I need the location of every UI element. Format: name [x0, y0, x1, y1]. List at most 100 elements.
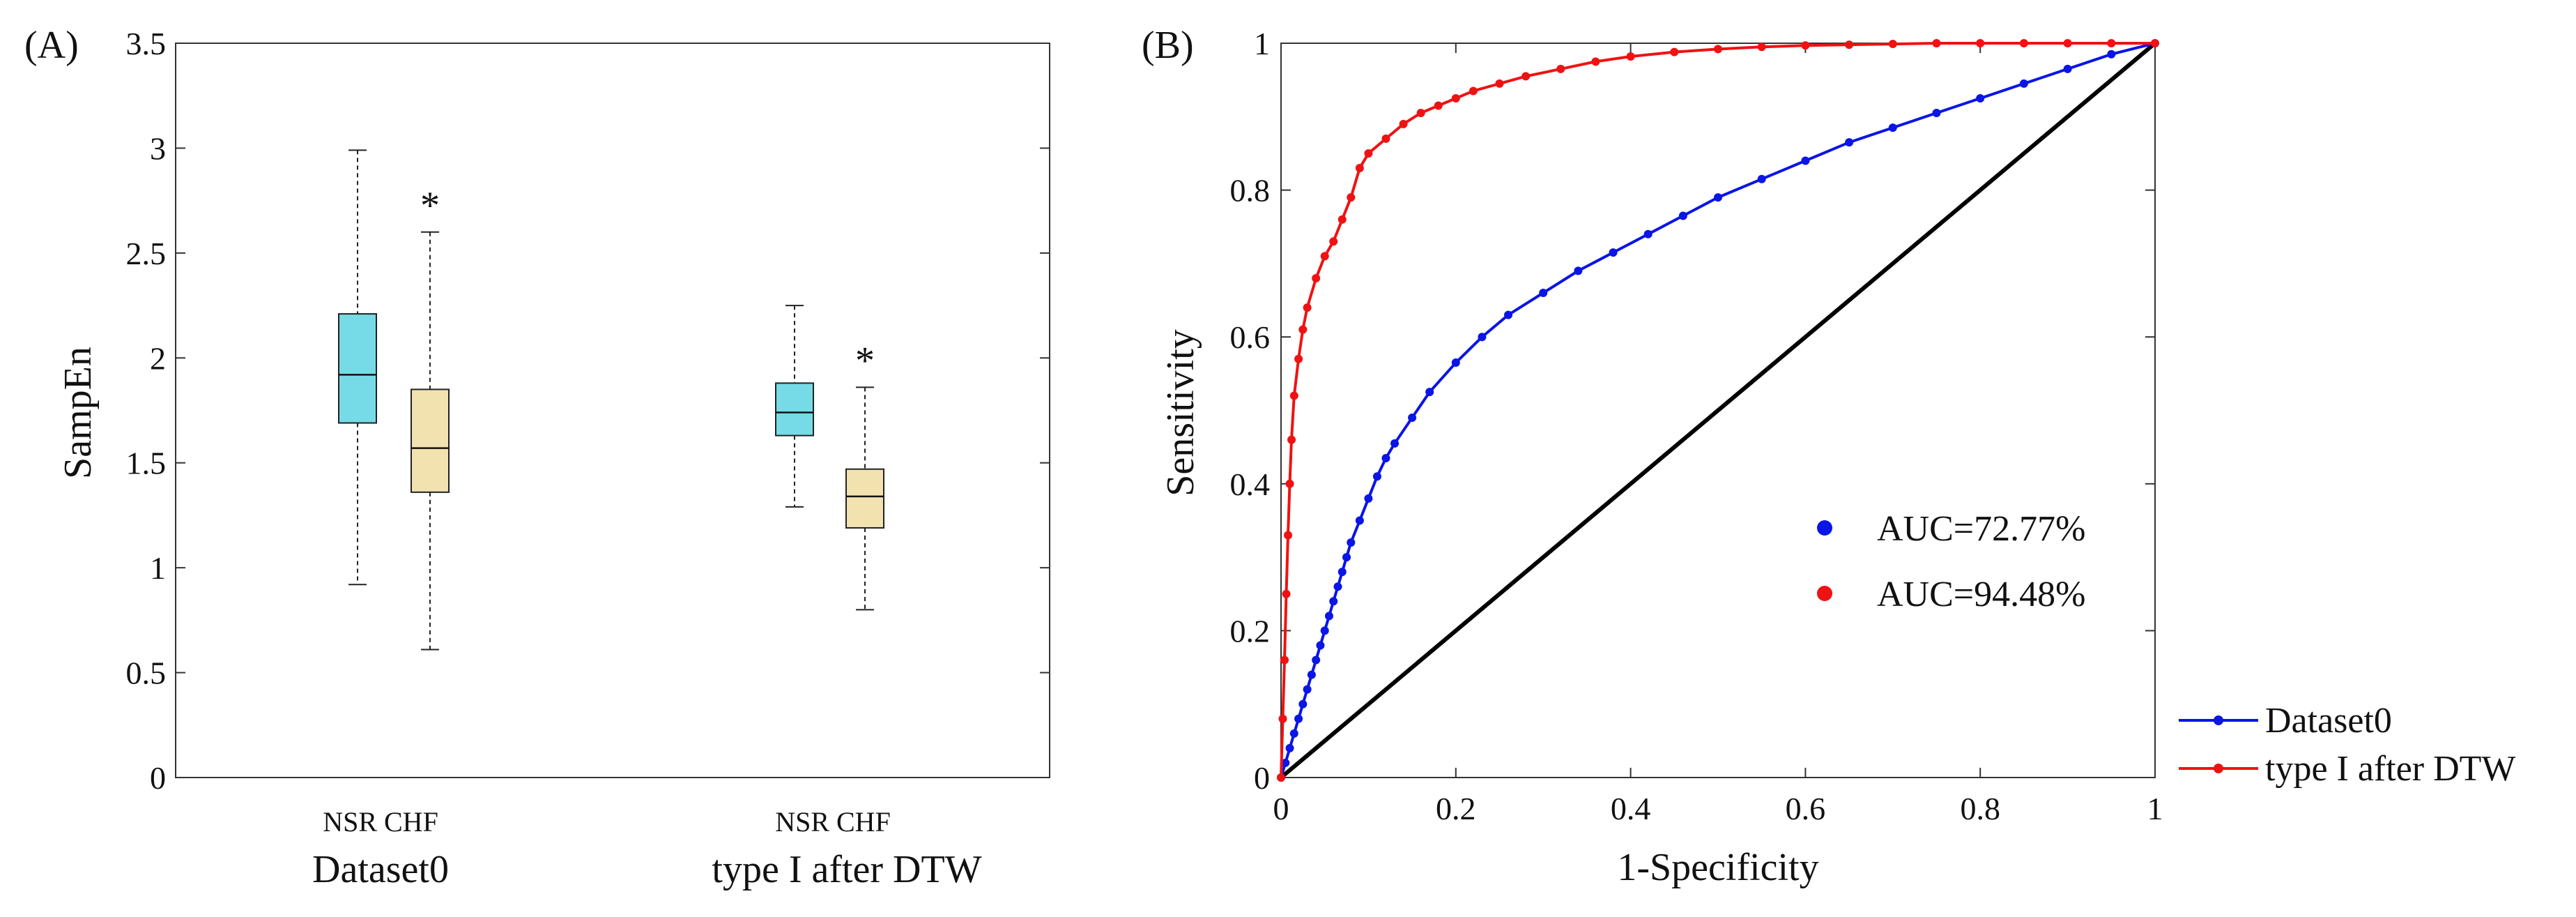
roc-ticks: 0 0.2 0.4 0.6 0.8 1 0 0.2 0.4 0.6 0.8 1 — [1230, 26, 2163, 826]
box-chf-type1: * — [845, 339, 884, 611]
boxplot-y-ticks: 0 0.5 1 1.5 2 2.5 3 3.5 — [126, 26, 1050, 796]
roc-point — [1320, 626, 1329, 635]
roc-point — [1381, 453, 1390, 462]
iqr-box — [338, 313, 377, 424]
roc-point — [2019, 39, 2028, 47]
roc-lines — [1277, 39, 2159, 782]
roc-x-tick-label: 1 — [2147, 791, 2163, 826]
roc-point — [1495, 79, 1504, 88]
boxplot-y-axis-label: SampEn — [56, 347, 100, 479]
roc-point — [1888, 40, 1897, 49]
legend-label-dataset0: Dataset0 — [2265, 701, 2392, 741]
roc-point — [1888, 123, 1897, 132]
roc-point — [1337, 215, 1347, 224]
roc-point — [2151, 39, 2159, 47]
roc-point — [1289, 729, 1298, 738]
roc-point — [1932, 39, 1941, 47]
roc-point — [1434, 101, 1443, 110]
roc-point — [1285, 479, 1294, 488]
roc-point — [1976, 93, 1985, 103]
significance-star: * — [855, 339, 875, 382]
roc-point — [1281, 758, 1290, 767]
roc-point — [1303, 685, 1312, 694]
roc-x-tick-label: 0.4 — [1611, 791, 1651, 826]
significance-star: * — [420, 184, 440, 227]
roc-series-type1 — [1277, 39, 2159, 782]
roc-point — [1342, 553, 1351, 562]
roc-point — [1801, 156, 1810, 165]
roc-point — [1591, 57, 1600, 66]
panel-a-label: (A) — [24, 24, 79, 67]
roc-point — [1312, 273, 1321, 282]
roc-x-tick-label: 0.8 — [1960, 791, 2000, 826]
iqr-box — [775, 382, 814, 437]
roc-point — [2063, 64, 2072, 73]
roc-y-tick-label: 1 — [1254, 26, 1270, 61]
roc-point — [1714, 193, 1722, 202]
roc-point — [1932, 109, 1941, 118]
roc-point — [1329, 597, 1338, 606]
roc-point — [1347, 193, 1356, 202]
legend-label-type1: type I after DTW — [2265, 749, 2515, 789]
roc-point — [1287, 435, 1296, 444]
roc-x-axis-label: 1-Specificity — [1617, 846, 1818, 889]
boxplot-y-tick-label: 2.5 — [126, 236, 167, 271]
roc-point — [2107, 50, 2116, 59]
boxplot-y-tick-label: 1.5 — [126, 446, 167, 481]
chance-diagonal — [1280, 41, 2156, 780]
roc-point — [1280, 655, 1289, 665]
roc-point — [1390, 439, 1400, 448]
iqr-box — [845, 468, 884, 529]
box-nsr-dataset0 — [338, 149, 377, 586]
roc-y-axis-label: Sensitivity — [1159, 329, 1202, 497]
roc-point — [1478, 333, 1487, 342]
roc-point — [1521, 72, 1531, 81]
roc-point — [1504, 310, 1513, 319]
roc-x-tick-label: 0.2 — [1436, 791, 1476, 826]
roc-point — [1408, 414, 1417, 423]
boxplot-boxes: ** — [338, 149, 884, 651]
roc-point — [1643, 229, 1653, 238]
roc-point — [1425, 388, 1434, 397]
roc-point — [1609, 248, 1618, 257]
roc-point — [1333, 582, 1342, 591]
roc-series-dataset0 — [1277, 39, 2159, 782]
boxplot-y-tick-label: 0 — [150, 760, 166, 796]
panel-b-label: (B) — [1142, 24, 1194, 67]
roc-point — [1324, 612, 1333, 621]
roc-point — [1801, 41, 1810, 50]
auc-label-type1: AUC=94.48% — [1877, 575, 2085, 614]
auc-marker-dataset0 — [1817, 520, 1832, 536]
roc-point — [1285, 743, 1294, 752]
legend-marker-type1 — [2214, 764, 2223, 773]
roc-legend: Dataset0 type I after DTW — [2179, 701, 2515, 789]
roc-point — [1289, 391, 1298, 400]
boxplot-y-tick-label: 2 — [150, 340, 166, 376]
roc-point — [1298, 699, 1308, 708]
roc-point — [1451, 93, 1460, 103]
roc-point — [1278, 714, 1287, 723]
roc-point — [1626, 52, 1635, 61]
roc-y-tick-label: 0.8 — [1230, 173, 1271, 209]
roc-point — [1451, 358, 1460, 367]
roc-point — [1670, 47, 1679, 56]
group-name-type1: type I after DTW — [712, 848, 981, 891]
roc-point — [1298, 325, 1308, 334]
legend-marker-dataset0 — [2214, 715, 2223, 725]
boxplot-y-tick-label: 3.5 — [126, 26, 167, 61]
roc-point — [1294, 714, 1303, 723]
roc-point — [1277, 773, 1285, 782]
roc-point — [1303, 303, 1312, 312]
roc-point — [1372, 472, 1381, 481]
roc-point — [2019, 79, 2028, 88]
roc-point — [1757, 174, 1766, 183]
roc-point — [1845, 138, 1854, 147]
group-class-labels-2: NSR CHF — [775, 806, 891, 838]
roc-point — [1316, 641, 1325, 650]
roc-point — [2063, 39, 2072, 47]
group-class-labels-1: NSR CHF — [323, 806, 438, 838]
roc-point — [2107, 39, 2116, 47]
roc-x-tick-label: 0.6 — [1786, 791, 1826, 826]
roc-point — [1678, 211, 1687, 220]
roc-point — [1714, 45, 1722, 54]
